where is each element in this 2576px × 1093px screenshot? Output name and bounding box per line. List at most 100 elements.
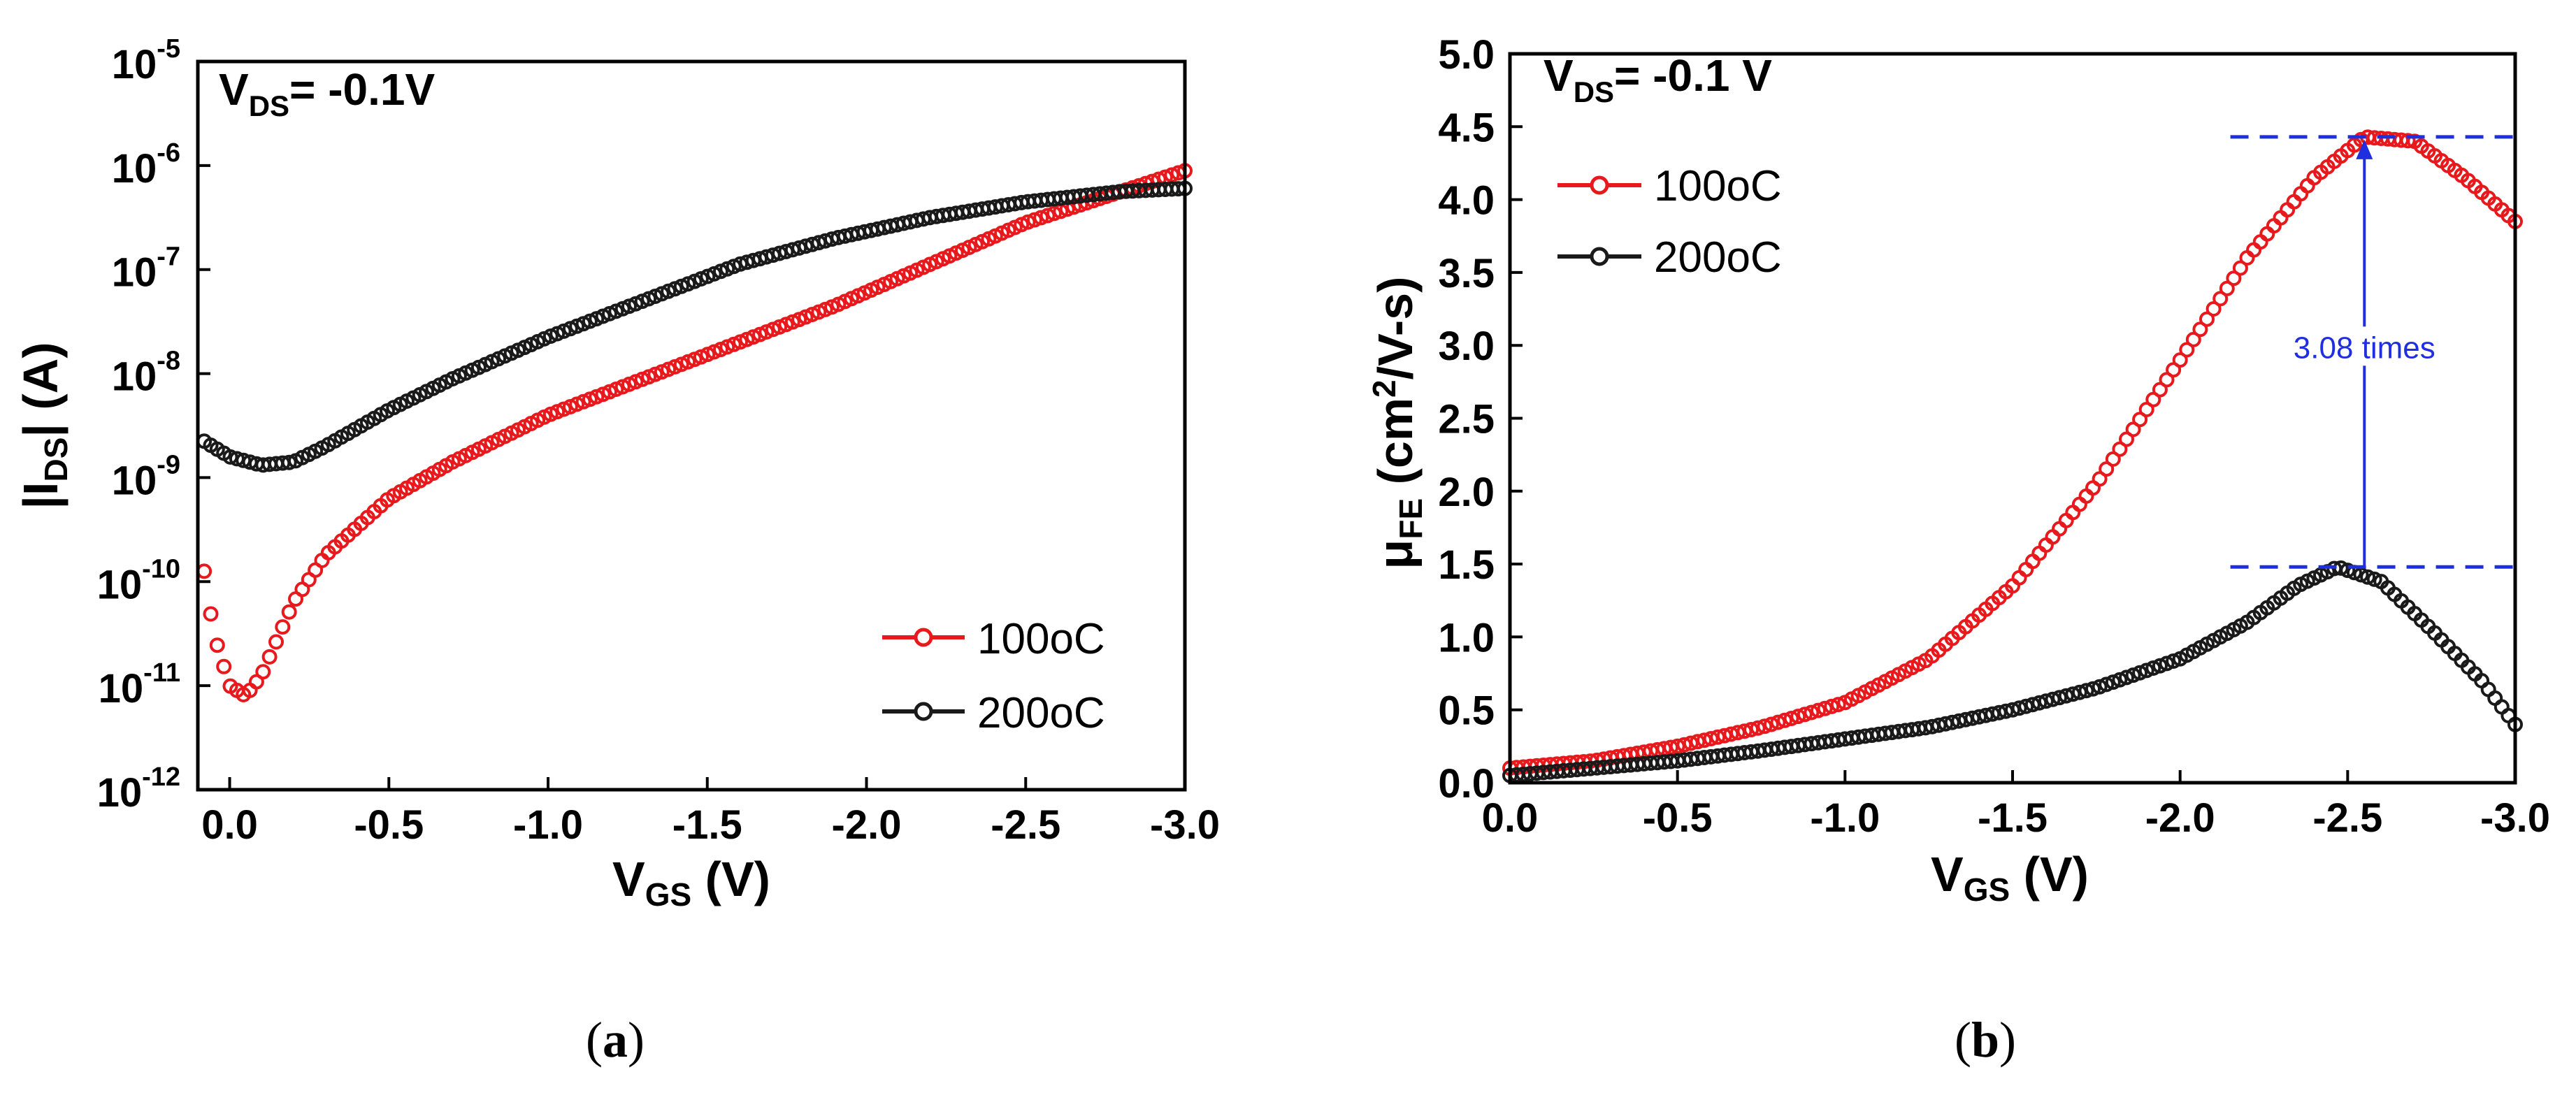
panel-b-point-200c bbox=[2138, 663, 2154, 679]
panel-b-y-tick-label: 0.0 bbox=[1438, 761, 1495, 806]
panel-b-ratio-label-background bbox=[2284, 326, 2445, 366]
panel-b-x-axis-label: VGS (V) bbox=[1931, 847, 2089, 908]
panel-a-point-100c bbox=[268, 634, 284, 650]
panel-b-point-100c bbox=[1830, 697, 1846, 713]
panel-a-legend-label-200c: 200oC bbox=[977, 689, 1105, 737]
panel-b-chart: 0.0 -0.5 -1.0 -1.5 -2.0 -2.5 -3.0 0.0 0.5 1.0 1.5… bbox=[1366, 32, 2550, 1068]
panel-a-y-ticks: 10-12 10-11 10-10 10-9 10-8 10-7 10-6 10-5 bbox=[97, 34, 210, 816]
panel-b-point-200c bbox=[1998, 703, 2014, 719]
panel-b-point-100c bbox=[1757, 718, 1773, 734]
panel-a-vds-value: = -0.1V bbox=[289, 64, 435, 115]
panel-a-x-tick-label: -1.0 bbox=[513, 802, 583, 848]
panel-b-point-100c bbox=[1743, 722, 1760, 737]
panel-a-plot-frame bbox=[196, 59, 1187, 792]
panel-a-y-tick-label: 10-11 bbox=[99, 658, 180, 711]
panel-a-y-tick-label: 10-8 bbox=[112, 347, 180, 400]
panel-b-point-100c bbox=[2400, 133, 2416, 149]
panel-b-point-200c bbox=[2011, 700, 2027, 716]
panel-b-point-200c bbox=[2005, 702, 2020, 718]
panel-b-point-200c bbox=[2092, 679, 2108, 695]
panel-a-legend-marker-100c bbox=[914, 628, 933, 647]
panel-a-x-tick-label: -3.0 bbox=[1150, 802, 1220, 848]
panel-b-point-200c bbox=[2058, 688, 2074, 704]
panel-b-y-tick-label: 3.5 bbox=[1438, 251, 1495, 296]
panel-b-point-200c bbox=[2099, 676, 2115, 693]
panel-b-y-tick-label: 1.0 bbox=[1438, 615, 1495, 660]
panel-b-plot-marks bbox=[1502, 129, 2523, 783]
panel-a-point-100c bbox=[1026, 212, 1042, 228]
panel-b-ratio-label: 3.08 times bbox=[2294, 331, 2435, 365]
panel-a-x-tick-label: -2.5 bbox=[991, 802, 1060, 848]
panel-b-x-tick-label: 0.0 bbox=[1482, 795, 1539, 841]
panel-b-point-100c bbox=[2192, 321, 2208, 338]
panel-b-y-tick-label: 0.5 bbox=[1438, 688, 1495, 734]
panel-b-legend: 100oC 200oC bbox=[1557, 162, 1782, 282]
panel-a-point-100c bbox=[1046, 205, 1062, 222]
panel-a-point-100c bbox=[261, 649, 278, 665]
panel-b-point-100c bbox=[1690, 734, 1706, 750]
panel-b-x-tick-label: -3.0 bbox=[2480, 795, 2550, 841]
panel-b-point-100c bbox=[2199, 311, 2215, 327]
panel-b-point-200c bbox=[2480, 681, 2496, 697]
panel-b-point-200c bbox=[2132, 665, 2148, 681]
panel-b-y-tick-label: 5.0 bbox=[1438, 32, 1495, 78]
panel-a-vds-v: V bbox=[219, 64, 249, 115]
panel-b-legend-label-100c: 100oC bbox=[1654, 162, 1782, 210]
panel-b-point-100c bbox=[1790, 709, 1806, 725]
panel-b-point-200c bbox=[2340, 563, 2356, 579]
panel-b-point-200c bbox=[2038, 693, 2054, 709]
panel-b-point-200c bbox=[2078, 683, 2094, 699]
panel-b-point-200c bbox=[2052, 690, 2068, 706]
panel-b-point-100c bbox=[1817, 700, 1833, 716]
panel-b-label: (b) bbox=[1955, 1012, 2016, 1068]
panel-b-y-tick-label: 2.0 bbox=[1438, 470, 1495, 515]
panel-b-point-100c bbox=[1683, 735, 1699, 751]
panel-b-legend-marker-100c bbox=[1590, 175, 1609, 195]
panel-b-point-100c bbox=[1777, 712, 1793, 728]
panel-b-point-100c bbox=[1797, 707, 1813, 723]
panel-a-legend-item-200c: 200oC bbox=[882, 689, 1105, 737]
panel-b-point-100c bbox=[2018, 562, 2034, 577]
panel-b-x-tick-label: -2.0 bbox=[2145, 795, 2215, 841]
panel-b-y-tick-label: 1.5 bbox=[1438, 542, 1495, 588]
panel-b-point-100c bbox=[1729, 725, 1746, 741]
panel-b-point-200c bbox=[2071, 684, 2087, 700]
panel-b-point-100c bbox=[1710, 729, 1726, 745]
panel-b-point-200c bbox=[2360, 569, 2376, 585]
panel-a-point-100c bbox=[1020, 214, 1036, 230]
panel-b-y-tick-label: 2.5 bbox=[1438, 397, 1495, 442]
panel-b-point-100c bbox=[1824, 698, 1840, 714]
panel-b-legend-marker-200c bbox=[1590, 247, 1609, 266]
panel-b-point-200c bbox=[2166, 653, 2182, 669]
panel-a-y-tick-label: 10-6 bbox=[112, 138, 180, 191]
panel-b-x-tick-label: -1.0 bbox=[1810, 795, 1880, 841]
panel-b-point-100c bbox=[2052, 521, 2068, 537]
panel-a-vds-annotation: VDS= -0.1V bbox=[219, 64, 435, 122]
panel-b-point-100c bbox=[1783, 711, 1799, 726]
panel-b-point-100c bbox=[2226, 270, 2242, 287]
panel-a-point-200c bbox=[798, 238, 814, 254]
panel-a-point-100c bbox=[1033, 210, 1049, 226]
panel-b-point-100c bbox=[1697, 732, 1712, 748]
panel-b-point-200c bbox=[2105, 674, 2121, 690]
panel-a-point-100c bbox=[209, 637, 225, 653]
panel-a-legend-label-100c: 100oC bbox=[977, 615, 1105, 663]
panel-a-chart: 0.0 -0.5 -1.0 -1.5 -2.0 -2.5 -3.0 10-1210-1110… bbox=[13, 34, 1220, 1068]
panel-a-label: (a) bbox=[586, 1012, 645, 1068]
panel-b-vds-annotation: VDS= -0.1 V bbox=[1544, 50, 1772, 108]
panel-b-point-100c bbox=[2206, 301, 2222, 317]
panel-a-point-100c bbox=[1164, 167, 1180, 183]
panel-a-point-100c bbox=[255, 664, 271, 680]
panel-a-y-tick-label: 10-5 bbox=[112, 34, 180, 87]
panel-b-point-200c bbox=[2112, 672, 2128, 688]
panel-b-point-100c bbox=[2212, 291, 2229, 307]
panel-b-point-100c bbox=[2172, 352, 2188, 368]
panel-b-point-100c bbox=[1770, 714, 1786, 730]
panel-b-point-200c bbox=[2085, 681, 2101, 697]
panel-b-point-200c bbox=[2119, 669, 2134, 686]
panel-a-point-100c bbox=[196, 563, 213, 579]
panel-b-point-200c bbox=[2018, 698, 2034, 714]
panel-b-point-200c bbox=[2152, 658, 2168, 674]
panel-b-y-tick-label: 4.5 bbox=[1438, 105, 1495, 150]
panel-b-point-100c bbox=[2185, 331, 2201, 347]
